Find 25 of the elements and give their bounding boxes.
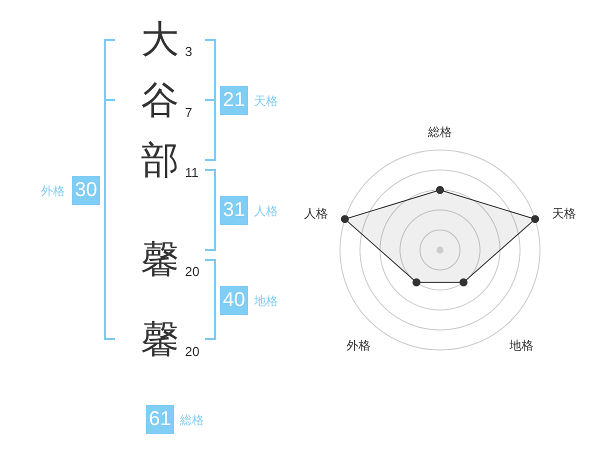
text: 40: [220, 286, 248, 315]
data-label: 20: [185, 264, 200, 280]
spoke-label: 天格: [552, 206, 576, 221]
category-label: 部: [140, 139, 180, 183]
spoke-label: 地格: [508, 338, 534, 352]
data-label: 11: [185, 165, 198, 181]
data-label: 3: [185, 44, 192, 60]
text: 外格: [41, 183, 65, 199]
text: 21: [220, 86, 248, 115]
spoke-label: 総格: [427, 125, 452, 139]
spoke-label: 外格: [346, 338, 371, 352]
text: 31: [220, 196, 248, 225]
category-label: 谷: [140, 79, 180, 123]
text: 61: [146, 405, 174, 434]
category-label: 馨: [140, 238, 180, 282]
text: 人格: [254, 203, 278, 219]
text: 天格: [254, 93, 278, 109]
text: 地格: [254, 293, 278, 309]
spoke-label: 人格: [304, 206, 328, 221]
text: 総格: [180, 412, 204, 428]
data-label: 7: [185, 105, 192, 121]
text: 30: [72, 176, 100, 205]
data-label: 20: [185, 344, 200, 360]
category-label: 馨: [140, 318, 180, 362]
category-label: 大: [140, 18, 180, 62]
